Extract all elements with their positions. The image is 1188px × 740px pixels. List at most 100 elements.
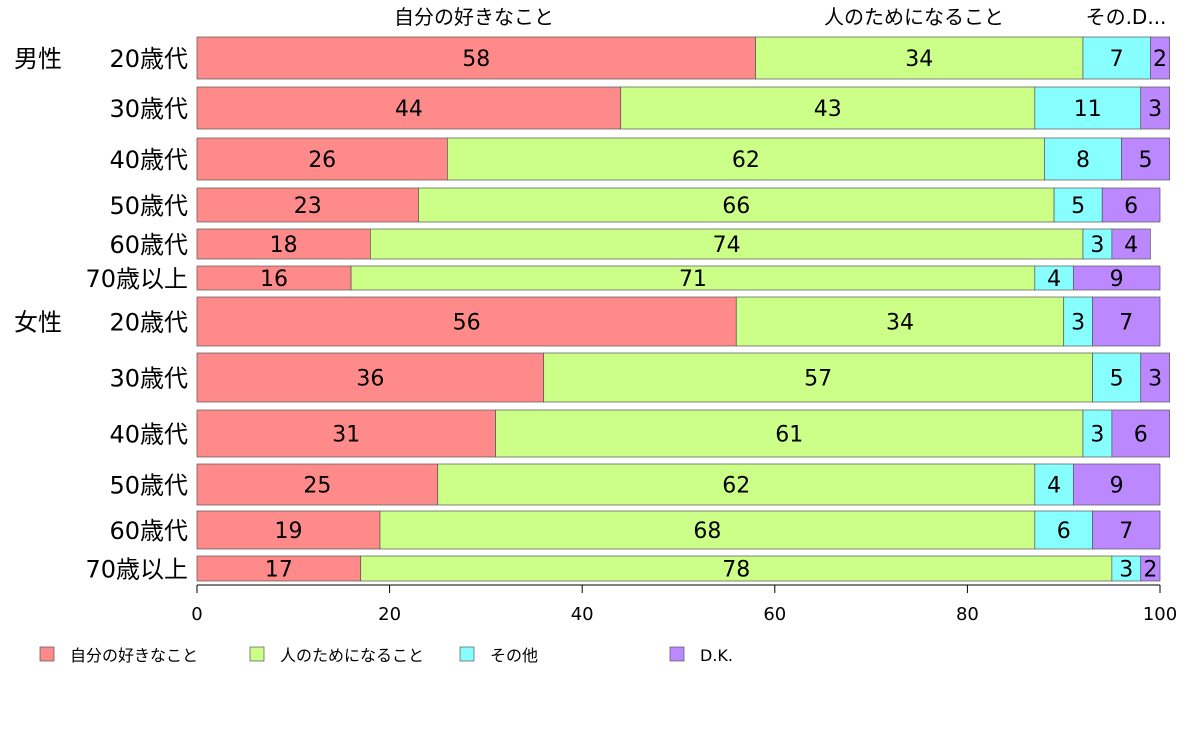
legend-swatch (39, 646, 55, 662)
x-tick-label: 20 (378, 604, 401, 625)
data-label: 7 (1119, 311, 1133, 336)
bar-segment (1092, 510, 1161, 550)
data-label: 68 (693, 519, 721, 544)
bar-segment (369, 228, 1084, 260)
bar-segment (1082, 228, 1113, 260)
x-tick-label: 80 (956, 604, 979, 625)
group-label: 男性 (14, 45, 62, 73)
data-label: 26 (308, 148, 336, 173)
bar-segment (495, 409, 1084, 458)
data-label: 3 (1148, 367, 1162, 392)
bar-segment (196, 228, 371, 260)
data-label: 3 (1090, 233, 1104, 258)
bar-segment (1072, 463, 1161, 506)
bar-segment (543, 352, 1093, 403)
bar-segment (196, 296, 737, 347)
bar-segment (1121, 137, 1170, 181)
category-label: 30歳代 (109, 365, 188, 393)
category-label: 30歳代 (109, 95, 188, 123)
group-label: 女性 (14, 309, 62, 337)
data-label: 11 (1074, 97, 1102, 122)
data-label: 25 (303, 474, 331, 499)
data-label: 4 (1047, 474, 1061, 499)
data-label: 43 (814, 97, 842, 122)
bar-segment (1092, 352, 1142, 403)
bar-segment (1034, 86, 1142, 130)
bar-segment (1044, 137, 1122, 181)
bar-segment (1082, 36, 1151, 80)
legend-swatch (669, 646, 685, 662)
data-label: 18 (270, 233, 298, 258)
bar-segment (1053, 187, 1103, 223)
legend-label: 自分の好きなこと (70, 646, 198, 665)
category-label: 50歳代 (109, 192, 188, 220)
data-label: 78 (722, 558, 750, 583)
data-label: 3 (1148, 97, 1162, 122)
data-label: 31 (332, 423, 360, 448)
data-label: 16 (260, 267, 288, 292)
bar-segment (1063, 296, 1093, 347)
bar-segment (196, 137, 448, 181)
x-tick-label: 60 (763, 604, 786, 625)
bar-segment (1092, 296, 1161, 347)
bar-segment (1150, 36, 1170, 80)
bar-segment (1111, 409, 1170, 458)
bar-segment (620, 86, 1036, 130)
data-label: 74 (713, 233, 741, 258)
data-label: 2 (1153, 47, 1167, 72)
data-label: 17 (265, 558, 293, 583)
data-label: 34 (886, 311, 914, 336)
bar-segment (196, 463, 439, 506)
bar-segment (196, 36, 756, 80)
data-label: 66 (722, 194, 750, 219)
legend-label: その他 (490, 646, 538, 665)
data-label: 19 (274, 519, 302, 544)
x-tick-label: 100 (1143, 604, 1177, 625)
bar-segment (360, 555, 1113, 582)
bar-segment (196, 86, 622, 130)
data-label: 7 (1110, 47, 1124, 72)
bar-segment (1072, 265, 1161, 291)
category-label: 60歳代 (109, 517, 188, 545)
category-label: 20歳代 (109, 45, 188, 73)
bar-segment (196, 187, 419, 223)
data-label: 3 (1090, 423, 1104, 448)
data-label: 5 (1110, 367, 1124, 392)
data-label: 4 (1124, 233, 1138, 258)
legend-swatch (249, 646, 265, 662)
legend-label: D.K. (700, 646, 733, 665)
data-label: 61 (775, 423, 803, 448)
data-label: 3 (1119, 558, 1133, 583)
data-label: 8 (1076, 148, 1090, 173)
bar-segment (1140, 86, 1170, 130)
data-label: 56 (453, 311, 481, 336)
category-label: 40歳代 (109, 421, 188, 449)
data-label: 6 (1124, 194, 1138, 219)
category-label: 40歳代 (109, 146, 188, 174)
data-label: 58 (462, 47, 490, 72)
data-label: 34 (905, 47, 933, 72)
legend-label: 人のためになること (280, 646, 424, 665)
data-label: 36 (356, 367, 384, 392)
data-label: 5 (1071, 194, 1085, 219)
data-label: 23 (294, 194, 322, 219)
data-label: 9 (1110, 267, 1124, 292)
category-label: 60歳代 (109, 231, 188, 259)
bar-segment (1140, 352, 1170, 403)
top-label: 自分の好きなこと (394, 5, 554, 29)
bar-segment (447, 137, 1045, 181)
bar-segment (1101, 187, 1161, 223)
data-label: 71 (679, 267, 707, 292)
bar-segment (755, 36, 1084, 80)
data-label: 6 (1134, 423, 1148, 448)
bar-segment (379, 510, 1036, 550)
bar-segment (735, 296, 1065, 347)
data-label: 6 (1057, 519, 1071, 544)
data-label: 44 (395, 97, 423, 122)
bar-segment (418, 187, 1055, 223)
bar-segment (1111, 228, 1151, 260)
bar-segment (1140, 555, 1161, 582)
bar-segment (1034, 463, 1074, 506)
